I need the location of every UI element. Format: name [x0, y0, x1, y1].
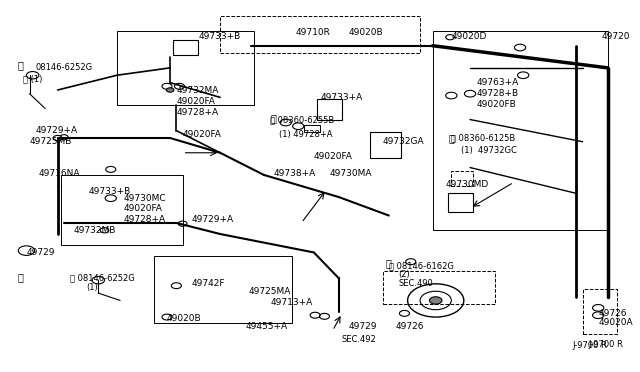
Text: Ⓢ: Ⓢ: [270, 113, 276, 124]
Bar: [317, 99, 342, 119]
Text: 49713+A: 49713+A: [270, 298, 312, 307]
Text: (1): (1): [86, 283, 97, 292]
Bar: [117, 31, 255, 105]
Text: SEC.490: SEC.490: [398, 279, 433, 288]
Text: 49729: 49729: [348, 322, 377, 331]
Text: Ⓑ: Ⓑ: [386, 258, 392, 268]
Bar: [154, 256, 292, 323]
Bar: [370, 132, 401, 158]
Text: Ⓢ 08360-6255B: Ⓢ 08360-6255B: [270, 115, 334, 124]
Text: 49738+A: 49738+A: [273, 169, 316, 177]
Text: 49730MD: 49730MD: [445, 180, 488, 189]
Text: 49733+B: 49733+B: [89, 187, 131, 196]
Text: 49455+A: 49455+A: [245, 322, 287, 331]
Text: (2): (2): [398, 270, 410, 279]
Text: 49020D: 49020D: [451, 32, 486, 41]
Text: 49729: 49729: [26, 248, 55, 257]
Text: Ⓑ (1): Ⓑ (1): [23, 74, 43, 83]
Text: 49725MA: 49725MA: [248, 287, 291, 296]
Circle shape: [106, 166, 116, 172]
Text: 49730MA: 49730MA: [330, 169, 372, 177]
Text: SEC.492: SEC.492: [342, 335, 377, 344]
Bar: [220, 16, 420, 53]
Bar: [305, 125, 320, 132]
Bar: [433, 31, 607, 230]
Text: (1) 49728+A: (1) 49728+A: [280, 130, 333, 139]
Text: 49020A: 49020A: [598, 318, 633, 327]
Circle shape: [429, 297, 442, 304]
Text: 49728+B: 49728+B: [476, 89, 518, 98]
Bar: [61, 175, 182, 245]
Text: 49020FA: 49020FA: [177, 97, 215, 106]
Text: 08146-6252G: 08146-6252G: [36, 63, 93, 72]
Text: 49733+B: 49733+B: [198, 32, 241, 41]
Text: 49742F: 49742F: [192, 279, 225, 288]
Bar: [448, 193, 473, 212]
Text: 49732GA: 49732GA: [383, 137, 424, 146]
Text: 49729+A: 49729+A: [36, 126, 78, 135]
Text: 49733+A: 49733+A: [320, 93, 362, 102]
Bar: [383, 271, 495, 304]
Text: 49730MC: 49730MC: [124, 195, 166, 203]
Text: 49726: 49726: [598, 309, 627, 318]
Text: 49020FA: 49020FA: [124, 204, 162, 214]
Text: Ⓢ: Ⓢ: [449, 133, 454, 143]
Text: (1)  49732GC: (1) 49732GC: [461, 147, 516, 155]
Text: 49763+A: 49763+A: [476, 78, 518, 87]
Text: 49716NA: 49716NA: [39, 169, 81, 177]
Text: 49728+A: 49728+A: [124, 215, 165, 224]
Text: 49020B: 49020B: [348, 28, 383, 37]
Bar: [582, 289, 617, 334]
Circle shape: [162, 83, 172, 89]
Text: Ⓑ 08146-6252G: Ⓑ 08146-6252G: [70, 274, 135, 283]
Text: 49710R: 49710R: [295, 28, 330, 37]
Bar: [173, 40, 198, 55]
Text: 49726: 49726: [395, 322, 424, 331]
Text: Ⓑ: Ⓑ: [17, 272, 23, 282]
Text: Ⓑ: Ⓑ: [17, 61, 23, 71]
Text: J-9700 R: J-9700 R: [573, 341, 607, 350]
Text: 49732MB: 49732MB: [73, 226, 116, 235]
Text: 49020FA: 49020FA: [314, 152, 353, 161]
Text: 49728+A: 49728+A: [177, 108, 218, 117]
Circle shape: [60, 135, 68, 140]
Circle shape: [53, 135, 62, 141]
Text: 49732MA: 49732MA: [177, 86, 219, 94]
Circle shape: [166, 88, 174, 92]
Text: 49720: 49720: [602, 32, 630, 41]
Bar: [451, 171, 473, 186]
Text: 49020FB: 49020FB: [476, 100, 516, 109]
Text: Ⓢ 08360-6125B: Ⓢ 08360-6125B: [451, 134, 516, 142]
Circle shape: [26, 71, 39, 79]
Text: 49020B: 49020B: [167, 314, 202, 323]
Text: Ⓑ 08146-6162G: Ⓑ 08146-6162G: [389, 261, 454, 270]
Circle shape: [105, 195, 116, 202]
Text: 49725MB: 49725MB: [29, 137, 72, 146]
Text: J-9700 R: J-9700 R: [589, 340, 624, 349]
Text: 49729+A: 49729+A: [192, 215, 234, 224]
Text: 49020FA: 49020FA: [182, 130, 221, 139]
